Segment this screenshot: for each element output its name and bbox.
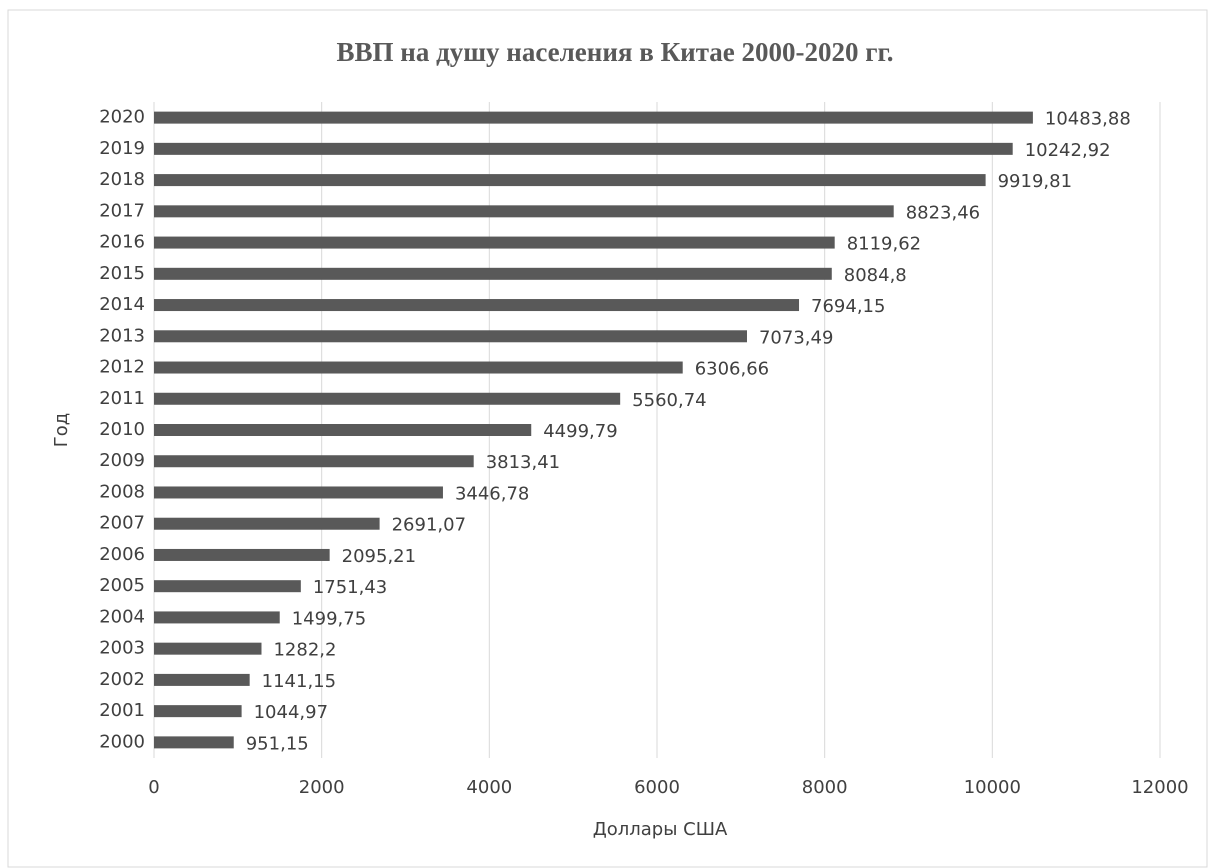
bar	[154, 142, 1013, 155]
y-tick-label: 2019	[99, 138, 145, 159]
bar	[154, 548, 330, 561]
data-label: 5560,74	[632, 390, 706, 411]
chart-title: ВВП на душу населения в Китае 2000-2020 …	[337, 37, 894, 67]
data-label: 1282,2	[273, 640, 336, 661]
data-label: 1751,43	[313, 577, 387, 598]
y-tick-label: 2020	[99, 107, 145, 128]
bar	[154, 642, 262, 655]
x-tick-label: 8000	[802, 777, 848, 798]
y-tick-label: 2011	[99, 388, 145, 409]
bar	[154, 392, 621, 405]
data-label: 1499,75	[292, 608, 366, 629]
y-tick-label: 2000	[99, 731, 145, 752]
bar	[154, 517, 380, 530]
bar	[154, 673, 250, 686]
y-tick-label: 2009	[99, 450, 145, 471]
bar	[154, 299, 800, 312]
bar	[154, 111, 1033, 124]
bar	[154, 361, 683, 374]
x-axis-label: Доллары США	[593, 819, 728, 840]
y-tick-label: 2012	[99, 357, 145, 378]
data-label: 3813,41	[486, 452, 560, 473]
data-label: 2691,07	[392, 515, 466, 536]
bar	[154, 424, 532, 436]
y-tick-label: 2002	[99, 669, 145, 690]
y-tick-label: 2006	[99, 544, 145, 565]
y-tick-label: 2004	[99, 606, 145, 627]
x-tick-label: 4000	[466, 777, 512, 798]
bar	[154, 455, 474, 468]
bar	[154, 174, 986, 187]
y-tick-label: 2010	[99, 419, 145, 440]
data-label: 951,15	[246, 733, 309, 754]
bar	[154, 736, 234, 749]
y-tick-label: 2001	[99, 700, 145, 721]
x-tick-label: 6000	[634, 777, 680, 798]
y-tick-label: 2005	[99, 575, 145, 596]
y-tick-label: 2007	[99, 513, 145, 534]
bar	[154, 236, 835, 249]
y-tick-label: 2003	[99, 638, 145, 659]
bar	[154, 267, 832, 280]
data-label: 7694,15	[811, 296, 885, 317]
data-label: 3446,78	[455, 483, 529, 504]
data-label: 10483,88	[1045, 109, 1131, 130]
data-label: 1044,97	[254, 702, 328, 723]
y-tick-label: 2008	[99, 481, 145, 502]
x-tick-label: 12000	[1131, 777, 1188, 798]
bar	[154, 330, 747, 343]
data-label: 7073,49	[759, 327, 833, 348]
y-tick-label: 2017	[99, 200, 145, 221]
bar	[154, 205, 894, 218]
y-tick-label: 2013	[99, 325, 145, 346]
y-tick-label: 2014	[99, 294, 145, 315]
data-label: 8119,62	[847, 234, 921, 255]
data-label: 8084,8	[844, 265, 907, 286]
data-label: 4499,79	[543, 421, 617, 442]
data-label: 10242,92	[1025, 140, 1111, 161]
data-label: 9919,81	[998, 171, 1072, 192]
data-label: 6306,66	[695, 359, 769, 380]
bar	[154, 486, 443, 499]
data-label: 2095,21	[342, 546, 416, 567]
y-tick-label: 2018	[99, 169, 145, 190]
x-tick-label: 2000	[299, 777, 345, 798]
data-label: 8823,46	[906, 202, 980, 223]
bar	[154, 611, 280, 624]
bar	[154, 705, 242, 718]
data-label: 1141,15	[262, 671, 336, 692]
bar	[154, 580, 301, 593]
y-axis-label: Год	[51, 413, 72, 447]
y-tick-label: 2016	[99, 232, 145, 253]
x-tick-label: 10000	[964, 777, 1021, 798]
x-tick-label: 0	[148, 777, 159, 798]
y-tick-label: 2015	[99, 263, 145, 284]
